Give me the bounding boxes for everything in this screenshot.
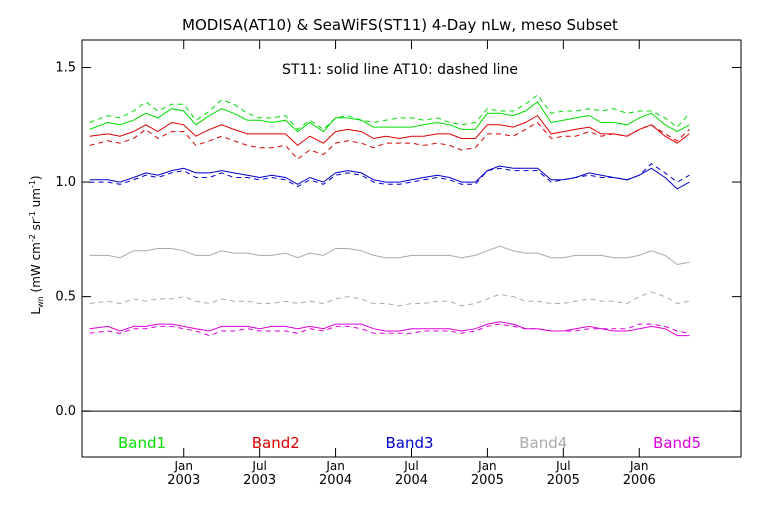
- legend-item-band3: Band3: [385, 434, 433, 452]
- x-tick-label-month: Jul: [555, 459, 570, 473]
- x-tick-label-year: 2004: [395, 473, 428, 488]
- series-line-band3-solid: [89, 165, 690, 190]
- ylabel-open: (mW cm: [29, 242, 43, 296]
- y-tick-label: 1.5: [55, 60, 76, 75]
- ylabel-mid1: sr: [29, 219, 43, 234]
- x-tick-label-month: Jan: [629, 459, 649, 473]
- legend: Band1 Band2 Band3 Band4 Band5: [118, 434, 701, 452]
- x-tick-label-month: Jan: [173, 459, 193, 473]
- series-line-band3-dashed: [89, 163, 690, 188]
- x-tick-label-month: Jan: [325, 459, 345, 473]
- x-tick-label-month: Jul: [403, 459, 418, 473]
- legend-item-band5: Band5: [653, 434, 701, 452]
- ylabel-sub: wn: [36, 296, 45, 308]
- series-line-band2-dashed: [89, 121, 690, 160]
- x-tick-label-year: 2003: [243, 473, 276, 488]
- x-tick-label-year: 2005: [471, 473, 504, 488]
- y-tick-label: 1.0: [55, 175, 76, 190]
- chart-subtitle: ST11: solid line AT10: dashed line: [282, 62, 518, 78]
- series-line-band1-dashed: [89, 94, 690, 131]
- legend-item-band2: Band2: [252, 434, 300, 452]
- x-tick-label-month: Jul: [251, 459, 266, 473]
- legend-item-band1: Band1: [118, 434, 166, 452]
- plot-frame: [81, 39, 742, 458]
- x-tick-label-year: 2003: [167, 473, 200, 488]
- x-tick-label-year: 2005: [547, 473, 580, 488]
- x-tick-label-month: Jan: [477, 459, 497, 473]
- series-line-band2-solid: [89, 114, 690, 147]
- x-tick-label-year: 2004: [319, 473, 352, 488]
- y-tick-label: 0.5: [55, 290, 76, 305]
- series-line-band4-solid: [89, 245, 690, 266]
- legend-item-band4: Band4: [519, 434, 567, 452]
- y-axis-label: Lwn (mW cm-2 sr-1 um-1): [28, 175, 45, 314]
- x-tick-label-year: 2006: [623, 473, 656, 488]
- series-line-band1-solid: [89, 101, 690, 133]
- ylabel-mid2: um: [29, 188, 43, 211]
- ylabel-exp1: -2: [28, 234, 37, 242]
- ylabel-close: ): [29, 175, 43, 180]
- series-line-band5-solid: [89, 321, 690, 337]
- series-group: [89, 94, 690, 337]
- y-tick-label: 0.0: [55, 404, 76, 419]
- ylabel-main: L: [29, 308, 43, 315]
- ylabel-exp2: -1: [28, 211, 37, 219]
- ylabel-exp3: -1: [28, 180, 37, 188]
- series-line-band5-dashed: [89, 323, 690, 337]
- series-line-band4-dashed: [89, 291, 690, 307]
- chart-title: MODISA(AT10) & SeaWiFS(ST11) 4-Day nLw, …: [182, 16, 618, 34]
- axes-group: 0.00.51.01.5Jan2003Jul2003Jan2004Jul2004…: [55, 39, 742, 488]
